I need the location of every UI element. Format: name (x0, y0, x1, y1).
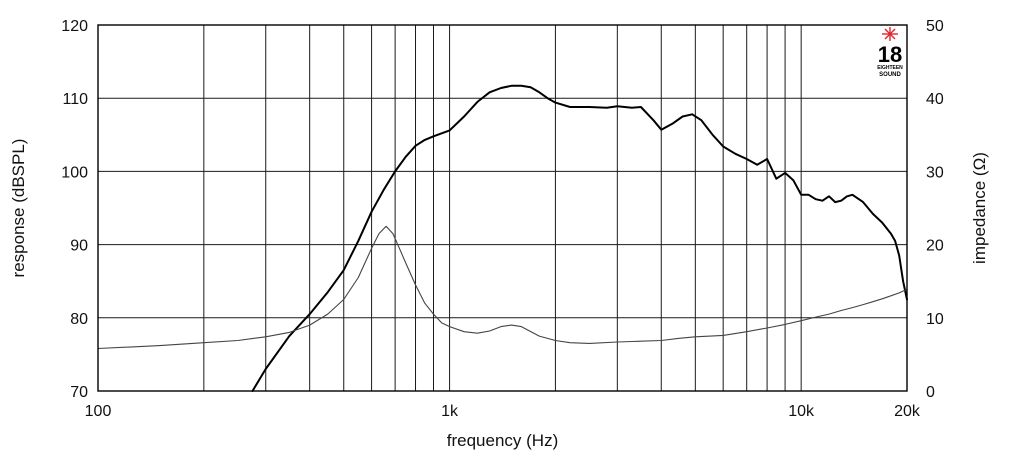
x-axis-title: frequency (Hz) (447, 431, 558, 450)
right-y-tick-label: 0 (926, 384, 935, 401)
logo-line-2: SOUND (879, 72, 901, 78)
right-y-tick-label: 20 (926, 238, 944, 255)
left-y-tick-label: 80 (70, 311, 88, 328)
right-y-axis-title: impedance (Ω) (970, 152, 989, 264)
x-tick-labels: 100 1k 10k 20k (85, 403, 921, 420)
x-tick-label: 20k (894, 403, 921, 420)
right-y-tick-label: 50 (926, 18, 944, 35)
plot-frame (97, 24, 908, 392)
star-icon (882, 27, 898, 41)
series-layer (97, 84, 908, 392)
right-y-tick-label: 40 (926, 91, 944, 108)
left-y-tick-label: 110 (62, 91, 88, 108)
vertical-gridlines (203, 25, 802, 391)
left-y-tick-label: 90 (70, 238, 88, 255)
right-y-tick-labels: 0 10 20 30 40 50 (926, 18, 944, 401)
eighteen-sound-logo: 18 EIGHTEEN SOUND (877, 27, 903, 78)
left-y-tick-labels: 70 80 90 100 110 120 (61, 18, 88, 401)
left-y-tick-label: 70 (70, 384, 88, 401)
left-y-tick-label: 100 (61, 164, 88, 181)
x-tick-label: 10k (788, 403, 815, 420)
logo-number: 18 (878, 42, 902, 67)
x-tick-label: 100 (85, 403, 112, 420)
logo-line-1: EIGHTEEN (877, 65, 903, 71)
right-y-tick-label: 30 (926, 164, 944, 181)
horizontal-gridlines (98, 97, 907, 319)
right-y-tick-label: 10 (926, 311, 944, 328)
left-y-tick-label: 120 (61, 18, 88, 35)
x-tick-label: 1k (441, 403, 459, 420)
impedance-line (97, 225, 908, 350)
left-y-axis-title: response (dBSPL) (9, 139, 28, 278)
response-line (251, 84, 908, 392)
